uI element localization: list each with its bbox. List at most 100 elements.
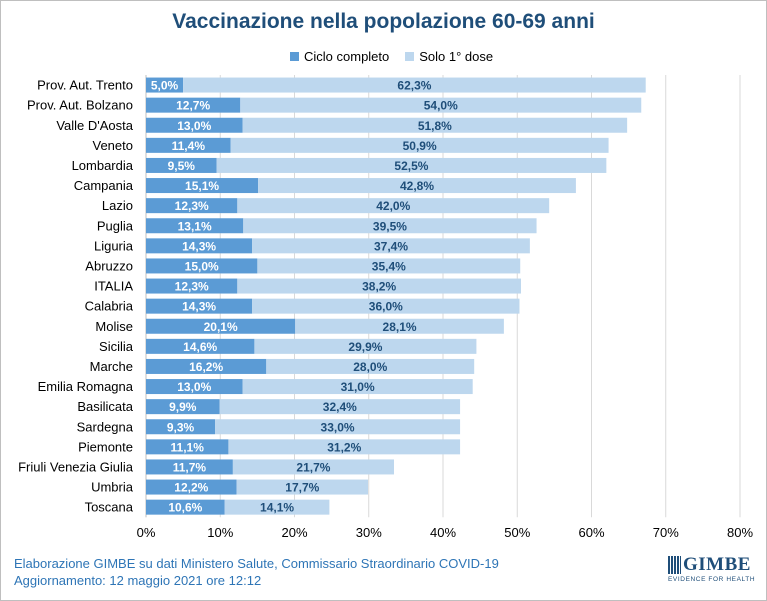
category-label: Liguria xyxy=(94,238,134,253)
data-label-ciclo-completo: 15,0% xyxy=(185,259,219,273)
bar-ciclo-completo xyxy=(146,178,259,194)
x-tick-label: 40% xyxy=(430,525,456,540)
bar-solo-prima-dose xyxy=(237,198,550,214)
legend-item-solo-prima-dose: Solo 1° dose xyxy=(405,49,493,64)
data-label-ciclo-completo: 14,6% xyxy=(183,340,217,354)
legend-label-ciclo-completo: Ciclo completo xyxy=(304,49,390,64)
data-label-solo-prima-dose: 38,2% xyxy=(362,280,396,294)
data-label-solo-prima-dose: 33,0% xyxy=(321,420,355,434)
bar-solo-prima-dose xyxy=(252,238,530,254)
bar-solo-prima-dose xyxy=(242,379,473,395)
data-label-solo-prima-dose: 17,7% xyxy=(285,481,319,495)
bar-ciclo-completo xyxy=(146,278,238,294)
data-label-solo-prima-dose: 42,0% xyxy=(376,199,410,213)
data-label-ciclo-completo: 9,9% xyxy=(169,400,197,414)
legend-swatch-solo-prima-dose xyxy=(405,52,415,61)
x-tick-label: 20% xyxy=(281,525,307,540)
data-label-ciclo-completo: 9,5% xyxy=(168,159,196,173)
category-label: Lazio xyxy=(102,198,133,213)
data-label-ciclo-completo: 14,3% xyxy=(182,300,216,314)
data-label-ciclo-completo: 12,2% xyxy=(174,481,208,495)
chart-footer: Elaborazione GIMBE su dati Ministero Sal… xyxy=(14,555,499,589)
bar-solo-prima-dose xyxy=(216,157,607,173)
bar-solo-prima-dose xyxy=(236,479,369,495)
bar-solo-prima-dose xyxy=(295,318,504,334)
bar-ciclo-completo xyxy=(146,358,267,374)
data-label-ciclo-completo: 12,3% xyxy=(175,280,209,294)
data-label-solo-prima-dose: 54,0% xyxy=(424,99,458,113)
data-label-ciclo-completo: 12,3% xyxy=(175,199,209,213)
data-label-ciclo-completo: 13,0% xyxy=(177,119,211,133)
bar-ciclo-completo xyxy=(146,218,244,234)
data-label-solo-prima-dose: 32,4% xyxy=(323,400,357,414)
x-tick-label: 10% xyxy=(207,525,233,540)
category-label: Campania xyxy=(74,178,134,193)
category-label: Veneto xyxy=(93,138,134,153)
bar-solo-prima-dose xyxy=(266,358,475,374)
data-label-solo-prima-dose: 51,8% xyxy=(418,119,452,133)
category-label: ITALIA xyxy=(94,279,133,294)
data-label-solo-prima-dose: 37,4% xyxy=(374,239,408,253)
category-label: Sardegna xyxy=(77,419,134,434)
bar-ciclo-completo xyxy=(146,258,258,274)
legend-label-solo-prima-dose: Solo 1° dose xyxy=(419,49,494,64)
category-label: Molise xyxy=(95,319,133,334)
x-tick-label: 80% xyxy=(727,525,753,540)
data-label-ciclo-completo: 9,3% xyxy=(167,420,195,434)
data-label-solo-prima-dose: 62,3% xyxy=(397,79,431,93)
category-label: Piemonte xyxy=(78,439,133,454)
bar-solo-prima-dose xyxy=(224,499,330,515)
data-label-solo-prima-dose: 14,1% xyxy=(260,501,294,515)
bar-solo-prima-dose xyxy=(257,258,521,274)
bar-ciclo-completo xyxy=(146,198,238,214)
data-label-ciclo-completo: 11,1% xyxy=(171,440,205,454)
legend-item-ciclo-completo: Ciclo completo xyxy=(290,49,389,64)
category-label: Puglia xyxy=(97,218,134,233)
bar-ciclo-completo xyxy=(146,77,184,93)
logo-name: GIMBE xyxy=(683,554,751,575)
data-label-solo-prima-dose: 35,4% xyxy=(372,259,406,273)
data-label-ciclo-completo: 12,7% xyxy=(176,99,210,113)
x-tick-label: 70% xyxy=(653,525,679,540)
bar-ciclo-completo xyxy=(146,318,296,334)
data-label-ciclo-completo: 16,2% xyxy=(189,360,223,374)
bar-solo-prima-dose xyxy=(232,459,394,475)
bar-solo-prima-dose xyxy=(183,77,646,93)
bar-ciclo-completo xyxy=(146,459,233,475)
gimbe-logo: GIMBE EVIDENCE FOR HEALTH xyxy=(668,554,756,586)
logo-mark-icon xyxy=(668,556,681,574)
bar-ciclo-completo xyxy=(146,379,243,395)
category-label: Marche xyxy=(90,359,133,374)
x-tick-label: 0% xyxy=(137,525,156,540)
category-label: Prov. Aut. Trento xyxy=(37,78,133,93)
category-label: Emilia Romagna xyxy=(38,379,134,394)
bar-ciclo-completo xyxy=(146,338,255,354)
data-label-ciclo-completo: 10,6% xyxy=(168,501,202,515)
x-tick-label: 30% xyxy=(356,525,382,540)
bar-ciclo-completo xyxy=(146,298,253,314)
bar-ciclo-completo xyxy=(146,419,216,435)
bar-solo-prima-dose xyxy=(258,178,576,194)
category-label: Abruzzo xyxy=(85,258,133,273)
bar-solo-prima-dose xyxy=(254,338,477,354)
data-label-ciclo-completo: 11,4% xyxy=(172,139,206,153)
category-label: Valle D'Aosta xyxy=(56,118,133,133)
logo-tagline: EVIDENCE FOR HEALTH xyxy=(668,576,756,583)
chart-legend: Ciclo completo Solo 1° dose xyxy=(290,49,493,64)
chart-title: Vaccinazione nella popolazione 60-69 ann… xyxy=(172,10,595,33)
data-label-solo-prima-dose: 28,0% xyxy=(353,360,387,374)
legend-swatch-ciclo-completo xyxy=(290,52,299,61)
category-label: Lombardia xyxy=(72,158,134,173)
data-label-solo-prima-dose: 50,9% xyxy=(403,139,437,153)
data-label-solo-prima-dose: 36,0% xyxy=(369,300,403,314)
update-note: Aggiornamento: 12 maggio 2021 ore 12:12 xyxy=(14,573,262,588)
data-label-ciclo-completo: 5,0% xyxy=(151,79,179,93)
bar-solo-prima-dose xyxy=(237,278,521,294)
x-tick-label: 60% xyxy=(578,525,604,540)
bar-ciclo-completo xyxy=(146,238,253,254)
category-label: Friuli Venezia Giulia xyxy=(18,459,134,474)
data-label-ciclo-completo: 20,1% xyxy=(204,320,238,334)
data-label-solo-prima-dose: 29,9% xyxy=(348,340,382,354)
source-note: Elaborazione GIMBE su dati Ministero Sal… xyxy=(14,556,499,571)
